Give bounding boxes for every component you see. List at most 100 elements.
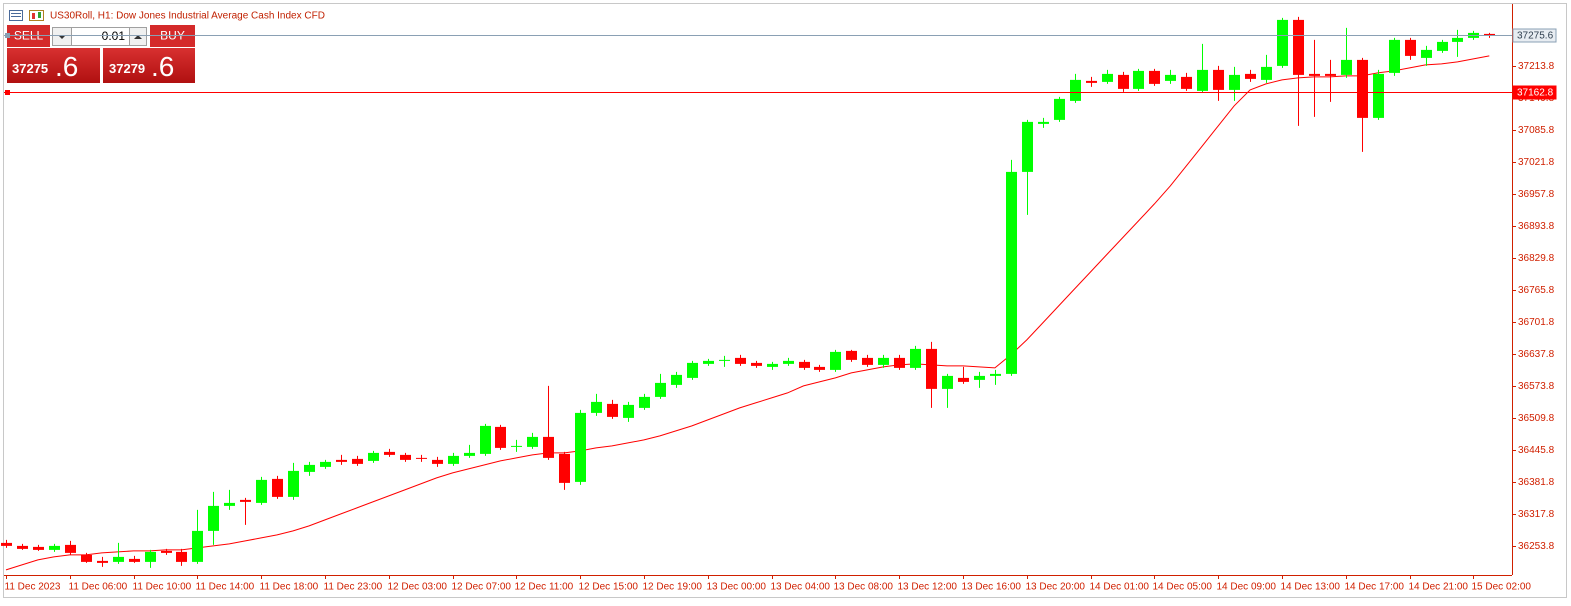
candle-body <box>1405 39 1416 56</box>
candle-body <box>113 556 124 562</box>
candle-body <box>336 459 347 462</box>
candle-body <box>192 530 203 562</box>
ask-main: 37279 <box>109 61 145 76</box>
y-tick-label: 36381.8 <box>1518 477 1555 488</box>
candle-body <box>384 451 395 455</box>
x-tick-label: 11 Dec 06:00 <box>69 582 128 593</box>
candle-body <box>1118 74 1129 89</box>
x-tick-label: 11 Dec 10:00 <box>133 582 192 593</box>
candle-body <box>1 542 12 546</box>
candle-body <box>1389 39 1400 73</box>
candle-body <box>623 404 634 418</box>
ask-frac: .6 <box>151 51 174 82</box>
candle-body <box>480 425 491 454</box>
candle-body <box>1038 121 1049 124</box>
candle-body <box>687 362 698 378</box>
candle-body <box>894 357 905 368</box>
candle-body <box>511 445 522 447</box>
candle-body <box>145 551 156 562</box>
x-tick-label: 14 Dec 13:00 <box>1281 582 1341 593</box>
candle-body <box>751 362 762 366</box>
y-tick-label: 36637.8 <box>1518 349 1555 360</box>
x-tick-label: 11 Dec 2023 <box>5 582 61 593</box>
candle-body <box>942 375 953 389</box>
candle-body <box>878 357 889 365</box>
candle-body <box>1373 73 1384 118</box>
candle-body <box>974 375 985 380</box>
x-tick-label: 14 Dec 05:00 <box>1153 582 1213 593</box>
price-label-box <box>1512 28 1557 43</box>
ask-box[interactable] <box>103 48 195 83</box>
candle-body <box>607 403 618 417</box>
candle-body <box>400 454 411 460</box>
x-tick-label: 14 Dec 21:00 <box>1409 582 1469 593</box>
y-tick-label: 37213.8 <box>1518 61 1555 72</box>
x-tick-label: 13 Dec 16:00 <box>962 582 1022 593</box>
x-tick-label: 13 Dec 12:00 <box>898 582 958 593</box>
candle-body <box>49 545 60 550</box>
price-label: 37275.6 <box>1517 31 1554 42</box>
price-label-box <box>1512 85 1557 100</box>
candle-body <box>1484 33 1495 36</box>
candle-body <box>1341 59 1352 75</box>
header-icons <box>9 10 44 21</box>
candle-body <box>783 360 794 364</box>
candle-body <box>1213 69 1224 90</box>
up-arrow <box>134 35 142 39</box>
candle-body <box>735 357 746 364</box>
candle-body <box>1261 66 1272 80</box>
candle-body <box>990 373 1001 376</box>
candle-body <box>224 502 235 506</box>
candle-body <box>767 363 778 367</box>
price-line-handle <box>5 90 10 95</box>
candle-body <box>1054 98 1065 120</box>
x-tick-label: 12 Dec 03:00 <box>388 582 448 593</box>
candle-body <box>288 470 299 497</box>
y-tick-label: 37085.8 <box>1518 125 1555 136</box>
candle-body <box>320 461 331 467</box>
candle-body <box>161 550 172 553</box>
candle-body <box>1165 74 1176 81</box>
bid-box[interactable] <box>7 48 100 83</box>
y-tick-label: 36765.8 <box>1518 285 1555 296</box>
candle-body <box>1277 19 1288 66</box>
candle-body <box>81 554 92 562</box>
y-tick-label: 36829.8 <box>1518 253 1555 264</box>
y-tick-label: 36573.8 <box>1518 381 1555 392</box>
x-tick-label: 11 Dec 14:00 <box>196 582 255 593</box>
candle-body <box>33 546 44 550</box>
candle-body <box>719 359 730 361</box>
y-tick-label: 36445.8 <box>1518 445 1555 456</box>
moving-average <box>5 55 1490 571</box>
candle-body <box>432 459 443 464</box>
y-tick-label: 36509.8 <box>1518 413 1555 424</box>
candle-body <box>352 458 363 464</box>
x-tick-label: 15 Dec 02:00 <box>1472 582 1532 593</box>
x-tick-label: 11 Dec 23:00 <box>324 582 383 593</box>
candle-body <box>416 457 427 459</box>
candle-body <box>65 544 76 553</box>
candle-body <box>1309 73 1320 76</box>
x-tick-label: 13 Dec 00:00 <box>707 582 767 593</box>
candle-body <box>272 478 283 497</box>
candle-body <box>368 452 379 461</box>
candle-body <box>1197 69 1208 91</box>
bid-frac: .6 <box>55 51 78 82</box>
price-line-handle <box>5 33 10 38</box>
candle-body <box>208 505 219 531</box>
x-tick-label: 14 Dec 01:00 <box>1090 582 1150 593</box>
candle-body <box>1181 76 1192 89</box>
candle-body <box>1022 121 1033 172</box>
candle-body <box>1452 37 1463 42</box>
candle-body <box>543 436 554 458</box>
x-tick-label: 13 Dec 20:00 <box>1026 582 1086 593</box>
candle-body <box>575 412 586 482</box>
y-tick-label: 37021.8 <box>1518 157 1555 168</box>
candle-body <box>639 396 650 408</box>
y-tick-label: 36893.8 <box>1518 221 1555 232</box>
candle-body <box>1070 79 1081 101</box>
candle-body <box>448 455 459 464</box>
candle-body <box>862 357 873 365</box>
y-tick-label: 36701.8 <box>1518 317 1555 328</box>
candle-body <box>926 348 937 389</box>
